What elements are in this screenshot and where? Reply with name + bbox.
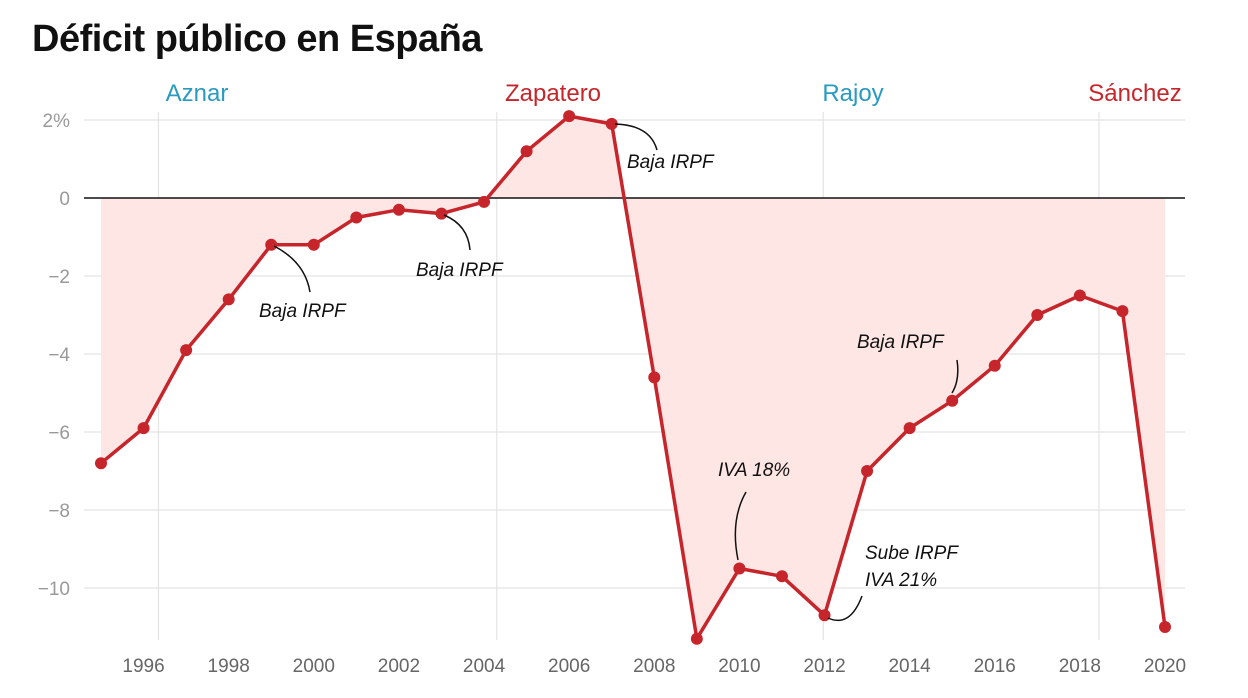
period-label-zapatero: Zapatero — [505, 80, 601, 107]
annotation-connector — [734, 491, 747, 561]
x-tick-label: 2002 — [378, 656, 420, 677]
annotation-connector — [827, 595, 863, 622]
data-point-1999 — [265, 238, 278, 251]
annotation-label: Baja IRPF — [416, 260, 504, 281]
data-point-2011 — [775, 570, 788, 583]
annotation-connector — [273, 245, 311, 293]
x-tick-label: 2016 — [974, 656, 1016, 677]
series-line — [99, 114, 1167, 641]
data-point-2003 — [435, 207, 448, 220]
annotation-label: IVA 18% — [718, 460, 790, 481]
y-tick-label: −10 — [38, 579, 70, 600]
y-tick-label: −4 — [48, 345, 70, 366]
data-point-2009 — [690, 632, 703, 645]
x-tick-label: 2004 — [463, 656, 506, 677]
x-tick-label: 2000 — [293, 656, 335, 677]
data-point-2000 — [307, 238, 320, 251]
data-point-1997 — [180, 344, 193, 357]
data-point-2005 — [520, 145, 533, 158]
data-point-1995 — [95, 457, 107, 470]
x-tick-label: 2020 — [1144, 656, 1186, 677]
data-point-1996 — [137, 422, 150, 435]
y-tick-label: 2% — [43, 111, 71, 132]
data-point-2013 — [861, 465, 874, 477]
x-tick-label: 2018 — [1059, 656, 1101, 677]
annotation-connector — [951, 359, 959, 394]
y-tick-label: 0 — [59, 189, 70, 210]
data-point-2017 — [1031, 309, 1044, 321]
data-point-2001 — [350, 211, 363, 224]
area-fill — [101, 116, 1165, 639]
data-point-2007 — [605, 117, 618, 130]
chart-title: Déficit público en España — [32, 18, 482, 60]
annotation-label: Baja IRPF — [857, 332, 945, 353]
data-point-2020 — [1159, 621, 1171, 633]
x-tick-label: 2008 — [633, 656, 675, 677]
data-point-2010 — [733, 562, 746, 575]
y-tick-label: −6 — [48, 423, 70, 444]
x-tick-label: 2012 — [803, 656, 845, 677]
annotation-connector — [443, 214, 471, 251]
x-tick-label: 2006 — [548, 656, 590, 677]
annotation-label: IVA 21% — [865, 570, 937, 591]
data-point-2014 — [903, 422, 916, 435]
data-point-2019 — [1116, 305, 1129, 318]
data-point-2018 — [1073, 289, 1086, 302]
period-label-aznar: Aznar — [166, 80, 229, 107]
x-tick-label: 2014 — [888, 656, 931, 677]
period-label-rajoy: Rajoy — [822, 80, 883, 107]
data-point-2015 — [946, 394, 959, 407]
annotation-label: Baja IRPF — [627, 152, 715, 173]
data-point-2002 — [392, 203, 405, 216]
y-tick-label: −2 — [48, 267, 70, 288]
annotation-label: Baja IRPF — [259, 301, 347, 322]
data-point-2016 — [988, 359, 1001, 372]
x-tick-label: 1998 — [208, 656, 250, 677]
data-point-2008 — [648, 371, 661, 384]
y-tick-label: −8 — [48, 501, 70, 522]
data-point-2006 — [563, 110, 576, 123]
period-label-sánchez: Sánchez — [1088, 80, 1181, 107]
x-tick-label: 1996 — [122, 656, 164, 677]
annotation-label: Sube IRPF — [865, 543, 959, 564]
data-point-2012 — [818, 609, 831, 622]
data-point-2004 — [478, 195, 491, 208]
data-point-1998 — [222, 293, 235, 306]
annotation-connector — [614, 123, 658, 151]
x-tick-label: 2010 — [718, 656, 760, 677]
